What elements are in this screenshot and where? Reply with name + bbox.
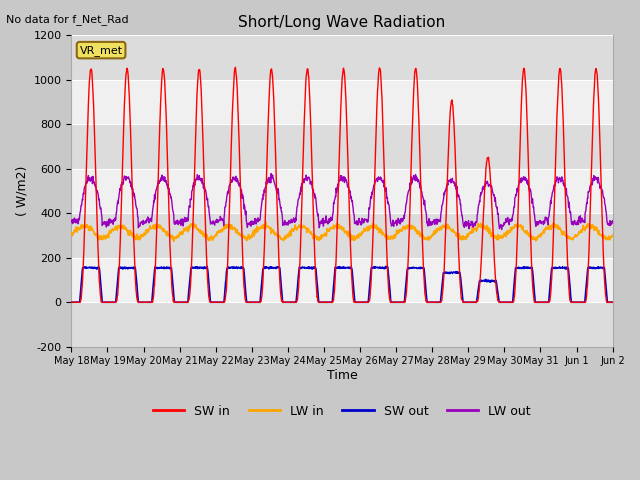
Title: Short/Long Wave Radiation: Short/Long Wave Radiation — [238, 15, 445, 30]
Y-axis label: ( W/m2): ( W/m2) — [15, 166, 28, 216]
Legend: SW in, LW in, SW out, LW out: SW in, LW in, SW out, LW out — [148, 400, 536, 423]
Text: VR_met: VR_met — [79, 45, 123, 56]
Bar — [72, 258, 612, 302]
Bar — [72, 36, 612, 80]
X-axis label: Time: Time — [326, 369, 357, 382]
Bar — [72, 169, 612, 213]
Bar — [72, 302, 612, 347]
Bar — [72, 80, 612, 124]
Bar — [72, 213, 612, 258]
Text: No data for f_Net_Rad: No data for f_Net_Rad — [6, 14, 129, 25]
Bar — [72, 124, 612, 169]
